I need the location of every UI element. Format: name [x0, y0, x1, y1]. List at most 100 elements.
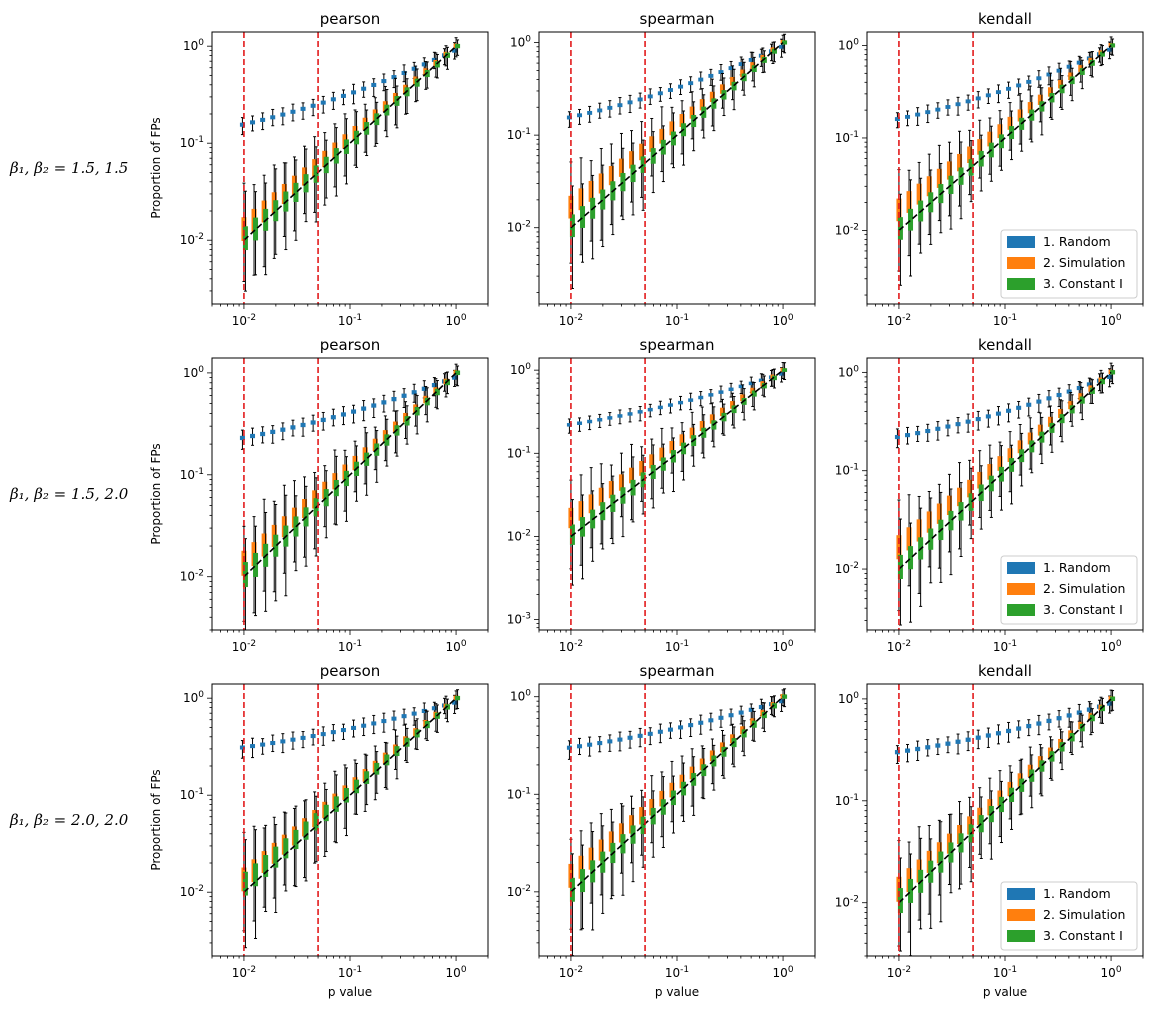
box	[260, 742, 266, 747]
x-axis: 10-2 10-1 100	[538, 956, 816, 980]
box	[667, 403, 673, 407]
box	[708, 718, 714, 723]
box	[1027, 432, 1033, 445]
box	[391, 716, 397, 721]
box	[566, 423, 572, 427]
x-tick-label: 10-1	[993, 965, 1017, 980]
legend-label: 1. Random	[1043, 234, 1111, 249]
box	[361, 406, 367, 411]
box	[916, 183, 922, 205]
box	[977, 471, 983, 489]
box	[253, 863, 259, 887]
box	[748, 707, 754, 712]
y-tick-label: 100	[183, 38, 204, 53]
box	[250, 120, 256, 125]
box	[588, 180, 594, 202]
box	[371, 721, 377, 726]
box	[988, 475, 994, 492]
axes-frame	[538, 683, 816, 957]
x-tick-label: 10-2	[559, 313, 583, 328]
y-tick-label: 10-1	[507, 445, 531, 460]
y-tick-label: 100	[183, 365, 204, 380]
box	[1016, 83, 1022, 88]
box	[640, 816, 646, 835]
x-tick-label: 10-2	[559, 639, 583, 654]
box	[669, 121, 675, 136]
box	[1068, 401, 1074, 410]
box	[1056, 392, 1062, 398]
box	[452, 48, 458, 53]
x-axis: 10-2 10-1 100	[538, 630, 816, 654]
box	[330, 415, 336, 420]
box	[718, 70, 724, 74]
box	[280, 427, 286, 432]
legend-label: 3. Constant I	[1043, 602, 1123, 617]
box	[620, 834, 626, 854]
box	[1110, 696, 1116, 702]
y-tick-label: 10-2	[180, 569, 204, 584]
box	[728, 387, 734, 392]
box	[751, 390, 757, 397]
plot-area	[566, 358, 788, 630]
legend-label: 2. Simulation	[1043, 907, 1125, 922]
box	[699, 99, 705, 111]
box	[906, 527, 912, 551]
box	[698, 395, 704, 400]
box	[679, 774, 685, 789]
panel-title: kendall	[978, 10, 1032, 28]
box	[731, 405, 737, 414]
y-tick-label: 10-1	[835, 130, 859, 145]
box	[738, 62, 744, 67]
box	[657, 91, 663, 96]
box	[908, 208, 914, 231]
diagonal-line	[898, 371, 1112, 570]
box	[253, 552, 259, 577]
box	[771, 703, 777, 709]
plot-area	[894, 358, 1116, 630]
legend-swatch	[1007, 583, 1035, 595]
box	[955, 739, 961, 744]
box	[627, 412, 633, 416]
y-tick-label: 10-1	[507, 127, 531, 142]
box	[1047, 87, 1053, 97]
box	[975, 735, 981, 740]
box	[617, 414, 623, 418]
box	[1058, 408, 1064, 418]
box	[354, 779, 360, 794]
box	[600, 851, 606, 873]
legend-label: 3. Constant I	[1043, 276, 1123, 291]
box	[578, 855, 584, 879]
box	[374, 762, 380, 775]
box	[343, 470, 349, 487]
box	[905, 748, 911, 753]
box	[965, 737, 971, 742]
box	[995, 90, 1001, 95]
legend-label: 2. Simulation	[1043, 255, 1125, 270]
box	[965, 99, 971, 104]
box	[577, 113, 583, 118]
panel-title: spearman	[640, 336, 715, 354]
box	[987, 131, 993, 147]
box	[639, 461, 645, 476]
box	[250, 433, 256, 439]
panel-title: spearman	[640, 662, 715, 680]
box	[364, 771, 370, 784]
x-tick-label: 100	[446, 313, 467, 328]
box	[915, 746, 921, 752]
box	[300, 735, 306, 740]
box	[394, 746, 400, 757]
axes-frame	[538, 31, 816, 305]
box	[381, 719, 387, 724]
row-label: β₁, β₂ = 1.5, 2.0	[9, 485, 129, 503]
box	[925, 428, 931, 434]
y-tick-label: 10-1	[835, 463, 859, 478]
box	[928, 528, 934, 550]
box	[782, 368, 788, 372]
panel-pearson-row1: pearson 10-2 10-1 100 10-2 10-1 100 Proportion …	[149, 10, 489, 328]
x-tick-label: 10-2	[559, 965, 583, 980]
box	[718, 715, 724, 720]
box	[310, 103, 316, 108]
box	[320, 100, 326, 105]
x-tick-label: 10-1	[665, 313, 689, 328]
box	[340, 93, 346, 98]
